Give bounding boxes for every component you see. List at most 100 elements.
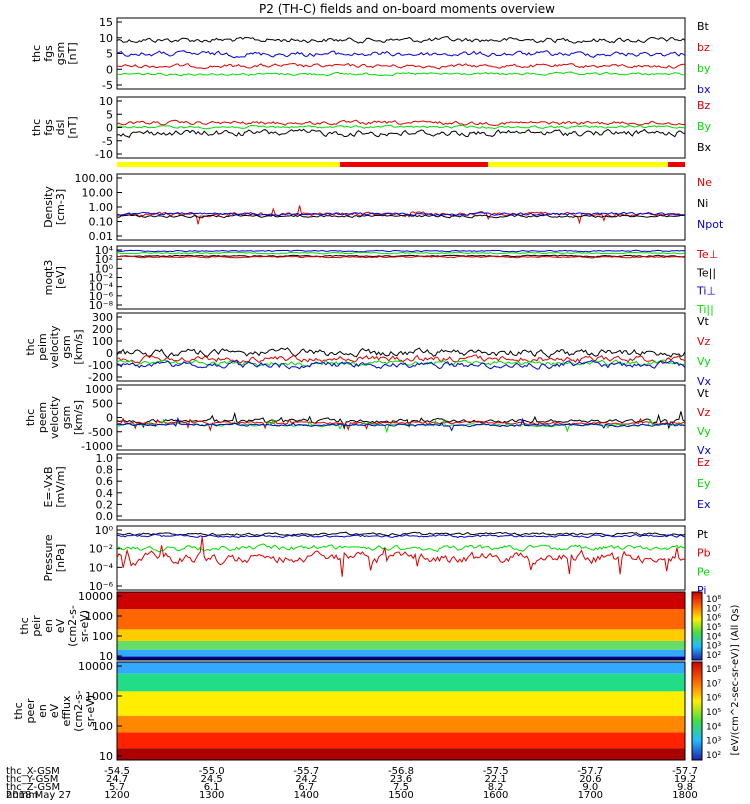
- series-line-vz: [116, 417, 686, 432]
- y-axis-label: [nT]: [66, 42, 79, 64]
- series-line-vx: [116, 416, 686, 432]
- x-tick-label: 6.1: [204, 782, 220, 793]
- colorbar-tick-label: 10⁴: [706, 722, 721, 732]
- y-tick-label: 0.8: [96, 464, 114, 477]
- y-axis-label: moqt3: [42, 260, 55, 296]
- series-line-by: [116, 71, 686, 77]
- series-line-te-par: [116, 254, 686, 258]
- spectrogram-band: [117, 592, 685, 609]
- y-tick-label: 10⁻⁴: [89, 561, 114, 574]
- y-tick-label: 0.2: [96, 498, 114, 511]
- y-tick-label: 1000: [85, 690, 113, 703]
- y-axis-label: (cm2-s-: [72, 690, 85, 732]
- y-tick-label: 0.6: [96, 475, 114, 488]
- y-tick-label: 1000: [85, 383, 113, 396]
- series-line-vy: [116, 359, 686, 367]
- legend-entry: Vx: [697, 444, 712, 457]
- x-tick-label: -56.8: [388, 766, 414, 777]
- y-tick-label: 0: [106, 412, 113, 425]
- y-tick-label: 500: [92, 397, 113, 410]
- y-axis-label: efflux: [60, 695, 73, 726]
- y-axis-label: Density: [42, 186, 55, 228]
- y-axis-label: thc: [24, 409, 37, 426]
- x-tick-label: 24.5: [201, 774, 223, 785]
- colorbar: [691, 661, 703, 761]
- x-tick-label: 1700: [578, 790, 603, 800]
- x-tick-label: 1400: [294, 790, 319, 800]
- spectrogram-band: [117, 640, 685, 650]
- y-axis-label: [nPa]: [54, 544, 67, 572]
- legend-entry: Bz: [697, 99, 711, 112]
- y-axis-label: sr-eV): [84, 695, 97, 727]
- y-tick-label: 10⁻⁶: [89, 580, 114, 593]
- series-line-bz: [116, 62, 686, 70]
- y-axis-label: Pressure: [42, 534, 55, 581]
- legend-entry: Te||: [696, 266, 716, 279]
- y-tick-label: 10: [99, 95, 113, 108]
- y-axis-label: en: [42, 619, 55, 633]
- x-axis-row-label: thc_Y-GSM: [6, 774, 58, 785]
- colorbar-tick-label: 10⁶: [706, 694, 721, 704]
- y-tick-label: 5: [106, 48, 113, 61]
- y-tick-label: 0.4: [96, 487, 114, 500]
- y-tick-label: -500: [88, 426, 113, 439]
- x-tick-label: -57.5: [483, 766, 509, 777]
- x-tick-label: 5.7: [109, 782, 125, 793]
- y-tick-label: 100: [92, 630, 113, 643]
- colorbar-tick-label: 10⁵: [706, 623, 721, 633]
- legend-entry: Ex: [697, 498, 711, 511]
- colorbar-tick-label: 10³: [706, 642, 721, 652]
- y-axis-label: thc: [12, 702, 25, 719]
- legend-entry: bx: [697, 83, 711, 96]
- y-tick-label: 0: [106, 347, 113, 360]
- y-tick-label: -100: [88, 359, 113, 372]
- colorbar: [691, 591, 703, 661]
- legend-entry: Vx: [697, 375, 712, 388]
- x-tick-label: 1200: [104, 790, 129, 800]
- series-line-npot: [116, 211, 686, 217]
- colorbar-tick-label: 10⁷: [706, 679, 721, 689]
- legend-entry: Te⊥: [696, 248, 718, 261]
- x-tick-label: 1500: [388, 790, 413, 800]
- colorbar-tick-label: 10⁷: [706, 604, 721, 614]
- y-axis-label: dsl: [54, 120, 67, 136]
- x-tick-label: 24.2: [295, 774, 317, 785]
- plot-title: P2 (TH-C) fields and on-board moments ov…: [259, 2, 555, 16]
- series-line-ti-perp: [116, 249, 686, 253]
- spectrogram-band: [117, 649, 685, 657]
- panel-frame: [116, 96, 686, 159]
- mode-bar-segment: [340, 162, 488, 167]
- y-tick-label: 0: [106, 122, 113, 135]
- y-axis-label: en: [36, 704, 49, 718]
- x-tick-label: 9.8: [677, 782, 693, 793]
- y-tick-label: 0.0: [96, 510, 114, 523]
- colorbar-label: [eV/(cm^2-sec-sr-eV)] (All Qs): [730, 604, 741, 755]
- x-tick-label: -57.7: [577, 766, 603, 777]
- y-axis-label: fgs: [42, 119, 55, 136]
- y-axis-label: [km/s]: [72, 400, 85, 435]
- colorbar-tick-label: 10⁶: [706, 614, 721, 624]
- y-axis-label: [nT]: [66, 116, 79, 138]
- y-tick-label: 10⁻⁸: [89, 299, 114, 312]
- x-tick-label: 7.5: [393, 782, 409, 793]
- y-tick-label: 5: [106, 108, 113, 121]
- series-line-bx: [116, 50, 686, 59]
- y-axis-label: thc: [24, 338, 37, 355]
- y-tick-label: 10: [99, 650, 113, 663]
- y-axis-label: velocity: [48, 396, 61, 439]
- legend-entry: Pt: [697, 528, 709, 541]
- y-axis-label: sr-eV): [78, 610, 91, 642]
- legend-entry: Ti⊥: [696, 285, 716, 298]
- y-axis-label: peir: [30, 615, 43, 637]
- y-axis-label: [mV/m]: [54, 466, 67, 507]
- y-tick-label: 1.0: [96, 452, 114, 465]
- panel-7: 10⁰ 10⁻² 10⁻⁴ 10⁻⁶ Pressure [nPa] Pt Pb Pe Pi: [42, 524, 711, 597]
- legend-entry: Vy: [697, 355, 711, 368]
- y-axis-label: thc: [30, 45, 43, 62]
- legend-entry: Ni: [697, 197, 708, 210]
- panel-2: 100.00 10.001.00 0.100.01 Density [cm-3] Ne Ni…: [42, 172, 724, 243]
- y-axis-label: peer: [24, 698, 37, 724]
- y-axis-label: fgs: [42, 45, 55, 62]
